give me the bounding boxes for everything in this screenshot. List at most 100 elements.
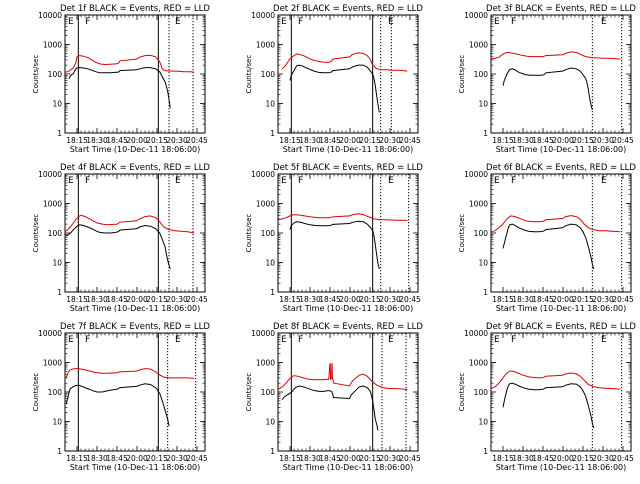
x-tick-label: 20:45 <box>186 295 208 304</box>
x-tick-label: 20:45 <box>186 454 208 463</box>
y-tick-label: 1 <box>57 129 62 138</box>
x-tick-label: 20:45 <box>612 295 634 304</box>
x-tick-label: 20:45 <box>399 454 421 463</box>
x-axis-label: Start Time (10-Dec-11 18:06:00) <box>70 304 201 313</box>
y-axis-label: Counts/sec <box>245 373 253 412</box>
annotation-letter: E <box>494 176 500 186</box>
x-tick-label: 18:30 <box>86 454 108 463</box>
x-tick-label: 20:45 <box>612 136 634 145</box>
y-tick-label: 100 <box>474 229 489 238</box>
plot-frame <box>490 14 632 134</box>
lld-series-line <box>490 51 621 60</box>
chart-panel: Det 4f BLACK = Events, RED = LLD 1 10 100 10… <box>32 163 210 313</box>
y-axis-label: Counts/sec <box>458 373 466 412</box>
chart-title: Det 5f BLACK = Events, RED = LLD <box>273 163 423 173</box>
y-tick-label: 1 <box>270 129 275 138</box>
x-tick-label: 18:45 <box>319 454 341 463</box>
chart-title: Det 8f BLACK = Events, RED = LLD <box>273 322 423 332</box>
y-tick-label: 10 <box>52 100 62 109</box>
chart-title: Det 3f BLACK = Events, RED = LLD <box>486 4 636 14</box>
y-axis-label: Counts/sec <box>245 55 253 94</box>
x-axis-label: Start Time (10-Dec-11 18:06:00) <box>283 145 414 154</box>
lld-series-line <box>64 54 195 73</box>
x-tick-label: 20:30 <box>166 454 188 463</box>
y-tick-label: 1 <box>270 288 275 297</box>
x-tick-label: 18:45 <box>106 136 128 145</box>
x-tick-label: 18:15 <box>279 454 301 463</box>
y-tick-label: 1000 <box>43 200 62 209</box>
lld-series-line <box>277 213 408 221</box>
x-tick-label: 18:30 <box>512 295 534 304</box>
y-tick-label: 10 <box>478 418 488 427</box>
events-series-line <box>289 64 380 113</box>
x-tick-label: 20:15 <box>359 295 381 304</box>
plot-frame <box>490 173 632 293</box>
plot-frame <box>64 173 206 293</box>
chart-panel: Det 3f BLACK = Events, RED = LLD 1 10 100 10… <box>458 4 636 154</box>
y-tick-label: 10000 <box>38 329 62 338</box>
chart-panel: Det 9f BLACK = Events, RED = LLD 1 10 100 10… <box>458 322 636 472</box>
y-tick-label: 1 <box>483 129 488 138</box>
x-axis-label: Start Time (10-Dec-11 18:06:00) <box>496 463 627 472</box>
x-tick-label: 18:15 <box>66 454 88 463</box>
y-tick-label: 10000 <box>251 170 275 179</box>
annotation-letter: E <box>175 176 181 186</box>
y-tick-label: 10 <box>478 100 488 109</box>
x-tick-label: 20:15 <box>146 295 168 304</box>
plot-frame <box>277 173 419 293</box>
annotation-letter: E <box>388 335 394 345</box>
annotation-letter: E <box>388 17 394 27</box>
annotation-letter: E <box>281 17 287 27</box>
y-tick-label: 100 <box>474 70 489 79</box>
y-axis-label: Counts/sec <box>32 373 40 412</box>
y-axis-label: Counts/sec <box>32 55 40 94</box>
chart-title: Det 1f BLACK = Events, RED = LLD <box>60 4 210 14</box>
x-tick-label: 20:30 <box>592 454 614 463</box>
annotation-letter: F <box>511 335 516 345</box>
x-tick-label: 20:00 <box>552 136 574 145</box>
y-tick-label: 10000 <box>251 11 275 20</box>
plot-frame <box>490 332 632 452</box>
y-tick-label: 100 <box>474 388 489 397</box>
x-tick-label: 18:30 <box>86 136 108 145</box>
x-tick-label: 18:30 <box>299 454 321 463</box>
events-series-line <box>502 223 595 270</box>
x-axis-label: Start Time (10-Dec-11 18:06:00) <box>70 145 201 154</box>
chart-panel: Det 7f BLACK = Events, RED = LLD 1 10 100 10… <box>32 322 210 472</box>
events-series-line <box>66 224 171 270</box>
x-tick-label: 20:15 <box>146 136 168 145</box>
x-tick-label: 20:45 <box>186 136 208 145</box>
y-axis-label: Counts/sec <box>245 214 253 253</box>
x-tick-label: 20:30 <box>592 295 614 304</box>
x-tick-label: 20:00 <box>126 454 148 463</box>
x-tick-label: 18:45 <box>106 454 128 463</box>
x-tick-label: 18:15 <box>492 295 514 304</box>
x-tick-label: 18:15 <box>66 295 88 304</box>
x-tick-label: 20:30 <box>379 454 401 463</box>
x-axis-label: Start Time (10-Dec-11 18:06:00) <box>496 304 627 313</box>
events-series-line <box>502 67 593 111</box>
lld-series-line <box>64 214 195 234</box>
annotation-letter: F <box>85 335 90 345</box>
events-series-line <box>502 382 595 429</box>
chart-title: Det 7f BLACK = Events, RED = LLD <box>60 322 210 332</box>
x-tick-label: 20:00 <box>126 295 148 304</box>
y-tick-label: 1 <box>57 447 62 456</box>
annotation-letter: E <box>601 335 607 345</box>
x-tick-label: 18:45 <box>532 295 554 304</box>
chart-title: Det 9f BLACK = Events, RED = LLD <box>486 322 636 332</box>
x-tick-label: 20:15 <box>359 136 381 145</box>
chart-title: Det 6f BLACK = Events, RED = LLD <box>486 163 636 173</box>
y-tick-label: 10 <box>265 100 275 109</box>
plot-frame <box>64 14 206 134</box>
x-tick-label: 18:30 <box>86 295 108 304</box>
annotation-letter: E <box>281 176 287 186</box>
annotation-letter: F <box>85 17 90 27</box>
x-tick-label: 20:00 <box>339 454 361 463</box>
x-tick-label: 18:30 <box>299 295 321 304</box>
y-tick-label: 1000 <box>43 41 62 50</box>
x-axis-label: Start Time (10-Dec-11 18:06:00) <box>496 145 627 154</box>
y-tick-label: 1 <box>483 447 488 456</box>
x-tick-label: 20:30 <box>166 295 188 304</box>
